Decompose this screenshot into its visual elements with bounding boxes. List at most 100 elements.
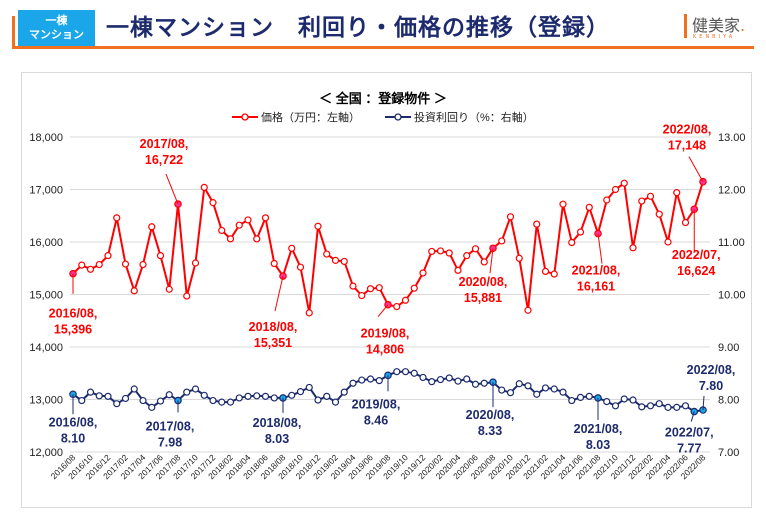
price-point <box>288 244 296 252</box>
data-label-date: 2022/07, <box>672 248 721 262</box>
price-point <box>296 263 305 271</box>
x-axis: 2016/082016/102016/122017/022017/042017/… <box>49 452 708 481</box>
logo-dot: . <box>740 16 746 35</box>
yield-point <box>515 380 523 388</box>
yield-point <box>235 394 243 402</box>
accent-bar <box>12 16 15 48</box>
price-point <box>419 269 427 277</box>
price-point <box>226 235 235 243</box>
price-point <box>646 192 655 200</box>
data-label-value: 16,722 <box>145 153 183 167</box>
data-label-date: 2018/08, <box>249 320 298 334</box>
y-right-tick-label: 7.00 <box>718 447 739 459</box>
price-point <box>366 285 375 293</box>
y-axis-right: 7.00 8.00 9.00 10.00 11.00 12.00 13.00 <box>718 132 746 459</box>
page-title: 一棟マンション 利回り・価格の推移（登録） <box>106 15 610 41</box>
yield-point <box>366 375 375 383</box>
price-point <box>463 252 471 260</box>
yield-point <box>646 402 655 410</box>
price-point <box>673 189 681 197</box>
logo-name: 健美家 <box>692 16 741 35</box>
yield-point <box>603 398 611 406</box>
yield-point <box>638 403 646 411</box>
yield-point <box>183 388 191 396</box>
price-point <box>541 267 550 275</box>
yield-point <box>629 396 637 404</box>
yield-point <box>148 403 156 411</box>
yield-point <box>218 398 226 406</box>
price-point <box>655 210 663 218</box>
price-point <box>148 223 156 231</box>
price-point <box>139 260 147 269</box>
data-label-date: 2021/08, <box>572 264 621 278</box>
leader-line <box>489 248 494 274</box>
y-left-tick-label: 13,000 <box>29 395 63 407</box>
yield-point <box>568 396 576 405</box>
price-point <box>559 200 567 208</box>
logo-bar <box>684 14 687 38</box>
page-header: 一棟 マンション 一棟マンション 利回り・価格の推移（登録） 健美家. KENB… <box>0 0 766 50</box>
yield-point <box>541 384 550 392</box>
data-label: 2021/08, 8.03 <box>574 397 623 452</box>
data-label-value: 15,351 <box>254 336 292 350</box>
price-series <box>69 177 707 317</box>
price-point <box>506 213 515 221</box>
price-point <box>305 309 313 317</box>
yield-series <box>69 368 707 416</box>
yield-point <box>585 392 593 400</box>
yield-point <box>436 375 445 384</box>
price-point <box>323 250 331 258</box>
legend-price-label: 価格（万円：左軸） <box>261 110 360 124</box>
price-point <box>568 238 576 247</box>
price-point <box>611 185 620 194</box>
data-label-date: 2022/08, <box>663 123 712 137</box>
data-label: 2016/08, 8.10 <box>49 394 97 445</box>
yield-point <box>331 398 340 406</box>
data-label-value: 14,806 <box>366 343 404 357</box>
y-right-tick-label: 11.00 <box>718 237 745 249</box>
yield-point <box>524 382 532 390</box>
yield-point <box>314 396 322 404</box>
price-point <box>480 258 488 266</box>
yield-point <box>121 394 130 403</box>
data-label: 2020/08, 8.33 <box>466 382 514 438</box>
yield-point <box>445 374 453 382</box>
y-right-tick-label: 8.00 <box>718 395 739 407</box>
data-label-date: 2020/08, <box>459 275 508 289</box>
logo-subtitle: KENBIYA <box>693 34 736 40</box>
data-label-value: 7.98 <box>158 436 182 450</box>
data-label: 2018/08, 15,351 <box>249 275 298 350</box>
yield-point <box>191 385 200 393</box>
price-point <box>244 216 252 224</box>
leader-line <box>702 395 705 411</box>
price-point <box>165 285 173 293</box>
yield-point <box>296 388 305 396</box>
yield-point <box>253 392 261 400</box>
data-label-date: 2021/08, <box>574 422 623 436</box>
data-label-value: 17,148 <box>668 139 706 153</box>
data-label-value: 16,624 <box>677 264 715 278</box>
badge-line1: 一棟 <box>45 14 68 27</box>
category-badge: 一棟 マンション <box>18 10 95 46</box>
price-point <box>498 237 506 245</box>
data-label-date: 2017/08, <box>140 137 189 151</box>
price-point <box>681 218 690 227</box>
price-point <box>121 260 130 268</box>
price-point <box>261 214 270 222</box>
y-right-tick-label: 13.00 <box>718 132 746 144</box>
price-point <box>86 265 95 273</box>
badge-line2: マンション <box>29 28 84 41</box>
yield-point <box>471 380 480 388</box>
annotations: 2016/08, 15,396 2017/08, 16,722 2018/08, 15,3… <box>49 123 736 456</box>
data-label-value: 8.33 <box>478 424 502 438</box>
yield-point <box>428 378 436 386</box>
price-point <box>113 214 121 222</box>
data-label: 2016/08, 15,396 <box>49 273 97 337</box>
data-label-value: 16,161 <box>577 280 615 294</box>
yield-point <box>130 385 138 393</box>
yield-point <box>454 377 462 385</box>
data-label-value: 7.80 <box>699 379 723 393</box>
data-label: 2017/08, 16,722 <box>140 137 189 205</box>
chart-frame <box>21 72 752 508</box>
data-label-date: 2017/08, <box>146 420 195 434</box>
